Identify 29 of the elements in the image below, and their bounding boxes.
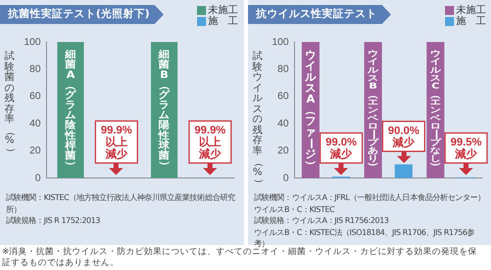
y-tick-label: 60 (30, 91, 42, 102)
annotation: 99.5%減少 (450, 136, 482, 161)
legend-label: 未施工 (456, 5, 486, 16)
y-tick-label: 40 (278, 118, 290, 130)
legend-label: 施 工 (208, 16, 238, 27)
legend-label: 未施工 (208, 5, 238, 16)
legend-label: 施 工 (456, 16, 486, 27)
category-label: 細菌A（グラム陰性桿菌） (64, 49, 78, 172)
y-tick-label: 80 (30, 64, 42, 75)
chart-title: 抗菌性実証テスト(光照射下) (0, 5, 164, 24)
text: 試験菌の残存率（%） (4, 51, 16, 157)
y-tick-label: 20 (278, 146, 290, 157)
y-tick-label: 40 (30, 118, 42, 130)
text: ※消臭・抗菌・抗ウイルス・防カビ効果については、すべてのニオイ・細菌・ウイルス・カビに対する効果の発現を保証するものではありません。 (2, 247, 478, 269)
text: 試験ウイルスの残存率（%） (252, 51, 264, 188)
annotation: 90.0%減少 (388, 124, 420, 149)
category-label: 細菌B（グラム陽性球菌） (158, 49, 172, 172)
y-tick-label: 80 (278, 64, 290, 75)
annotation: 99.9%以上減少 (194, 124, 226, 161)
annotation: 99.9%以上減少 (100, 124, 132, 161)
y-tick-label: 60 (278, 91, 290, 102)
chart-title: 抗ウイルス性実証テスト (248, 5, 391, 24)
y-tick-label: 100 (272, 36, 290, 48)
y-tick-label: 100 (24, 36, 42, 48)
y-tick-label: 0 (283, 172, 290, 184)
y-tick-label: 20 (30, 146, 42, 157)
category-label: ウイルスA（ファージ） (304, 48, 318, 171)
annotation: 99.0%減少 (326, 136, 358, 161)
y-tick-label: 0 (35, 172, 42, 184)
